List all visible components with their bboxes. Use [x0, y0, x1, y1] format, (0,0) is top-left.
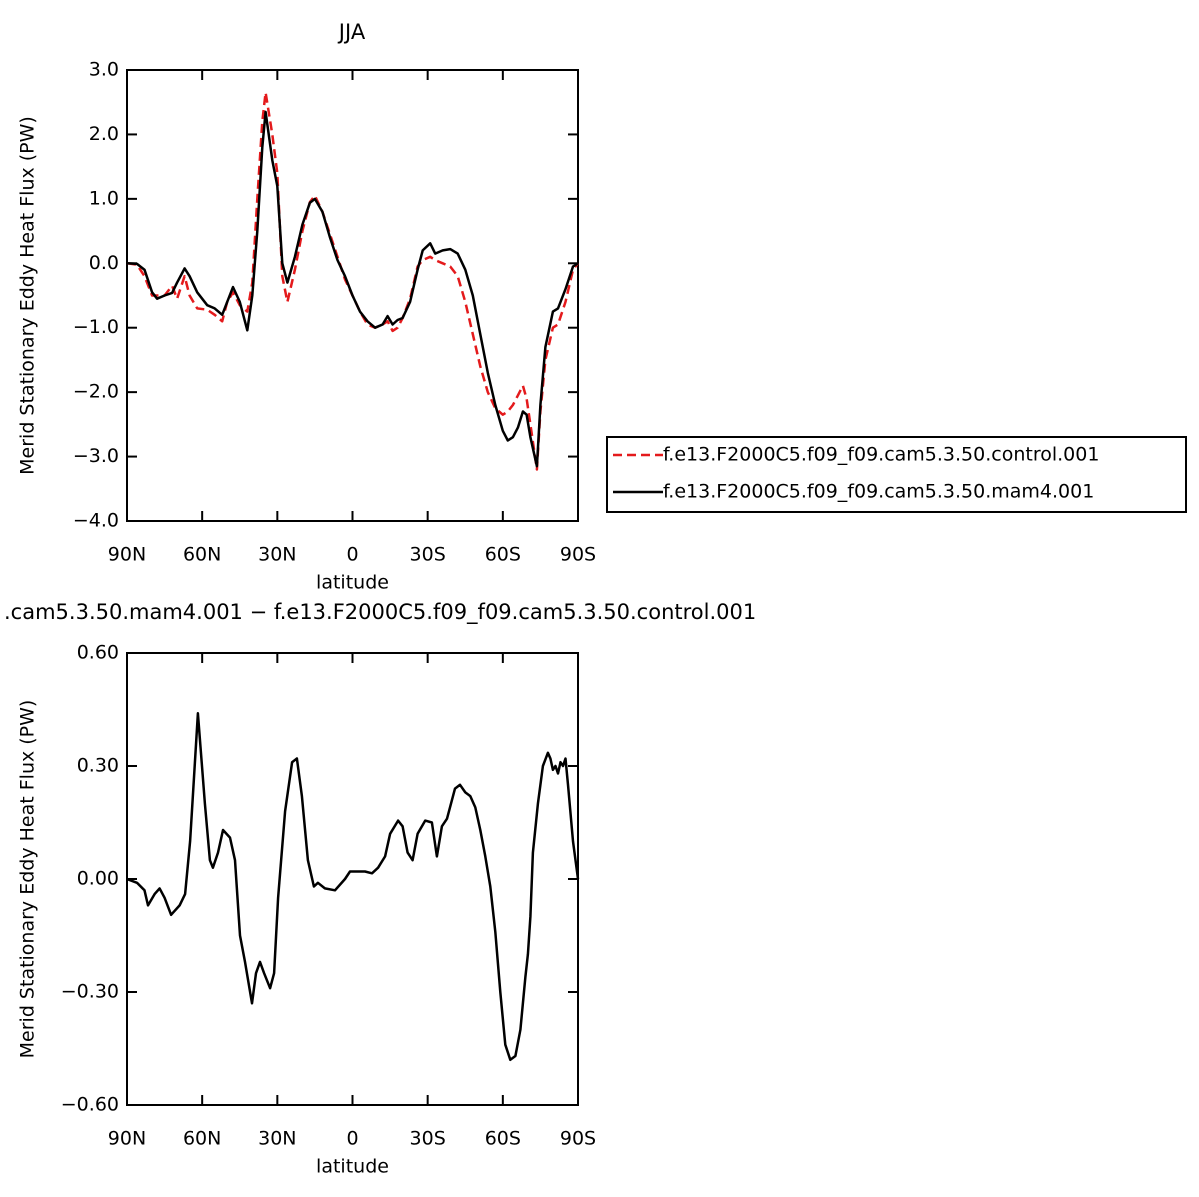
y-tick-label: 0.0 [89, 252, 119, 274]
y-axis-label: Merid Stationary Eddy Heat Flux (PW) [17, 700, 39, 1059]
x-tick-label: 60N [183, 1128, 221, 1150]
y-tick-label: −0.60 [61, 1094, 119, 1116]
legend-box [606, 436, 1187, 513]
y-tick-label: −0.30 [61, 981, 119, 1003]
x-tick-label: 90N [108, 1128, 146, 1150]
data-line [126, 91, 579, 471]
x-tick-label: 30S [410, 1128, 446, 1150]
x-tick-label: 30N [258, 544, 296, 566]
chart-title: JJA [337, 20, 366, 44]
x-tick-label: 60S [485, 1128, 521, 1150]
y-tick-label: −3.0 [73, 445, 119, 467]
x-tick-label: 60N [183, 544, 221, 566]
legend-label: f.e13.F2000C5.f09_f09.cam5.3.50.control.… [663, 444, 1099, 466]
x-tick-label: 30N [258, 1128, 296, 1150]
chart-title: .cam5.3.50.mam4.001 − f.e13.F2000C5.f09_… [4, 600, 756, 625]
x-axis-label: latitude [316, 1156, 389, 1178]
y-tick-label: 0.30 [77, 755, 119, 777]
x-axis-label: latitude [316, 572, 389, 594]
y-tick-label: −2.0 [73, 381, 119, 403]
x-tick-label: 30S [410, 544, 446, 566]
y-tick-label: 2.0 [89, 123, 119, 145]
x-tick-label: 0 [346, 544, 358, 566]
plot-frame [126, 652, 579, 1106]
y-tick-label: −1.0 [73, 316, 119, 338]
x-tick-label: 0 [346, 1128, 358, 1150]
y-axis-label: Merid Stationary Eddy Heat Flux (PW) [17, 116, 39, 475]
data-line [126, 110, 579, 468]
x-tick-label: 90N [108, 544, 146, 566]
y-tick-label: 3.0 [89, 59, 119, 81]
legend-label: f.e13.F2000C5.f09_f09.cam5.3.50.mam4.001 [663, 481, 1094, 503]
x-tick-label: 60S [485, 544, 521, 566]
x-tick-label: 90S [560, 1128, 596, 1150]
y-tick-label: 1.0 [89, 187, 119, 209]
y-tick-label: 0.00 [77, 868, 119, 890]
x-tick-label: 90S [560, 544, 596, 566]
y-tick-label: 0.60 [77, 642, 119, 664]
y-tick-label: −4.0 [73, 510, 119, 532]
data-line [126, 712, 580, 1062]
